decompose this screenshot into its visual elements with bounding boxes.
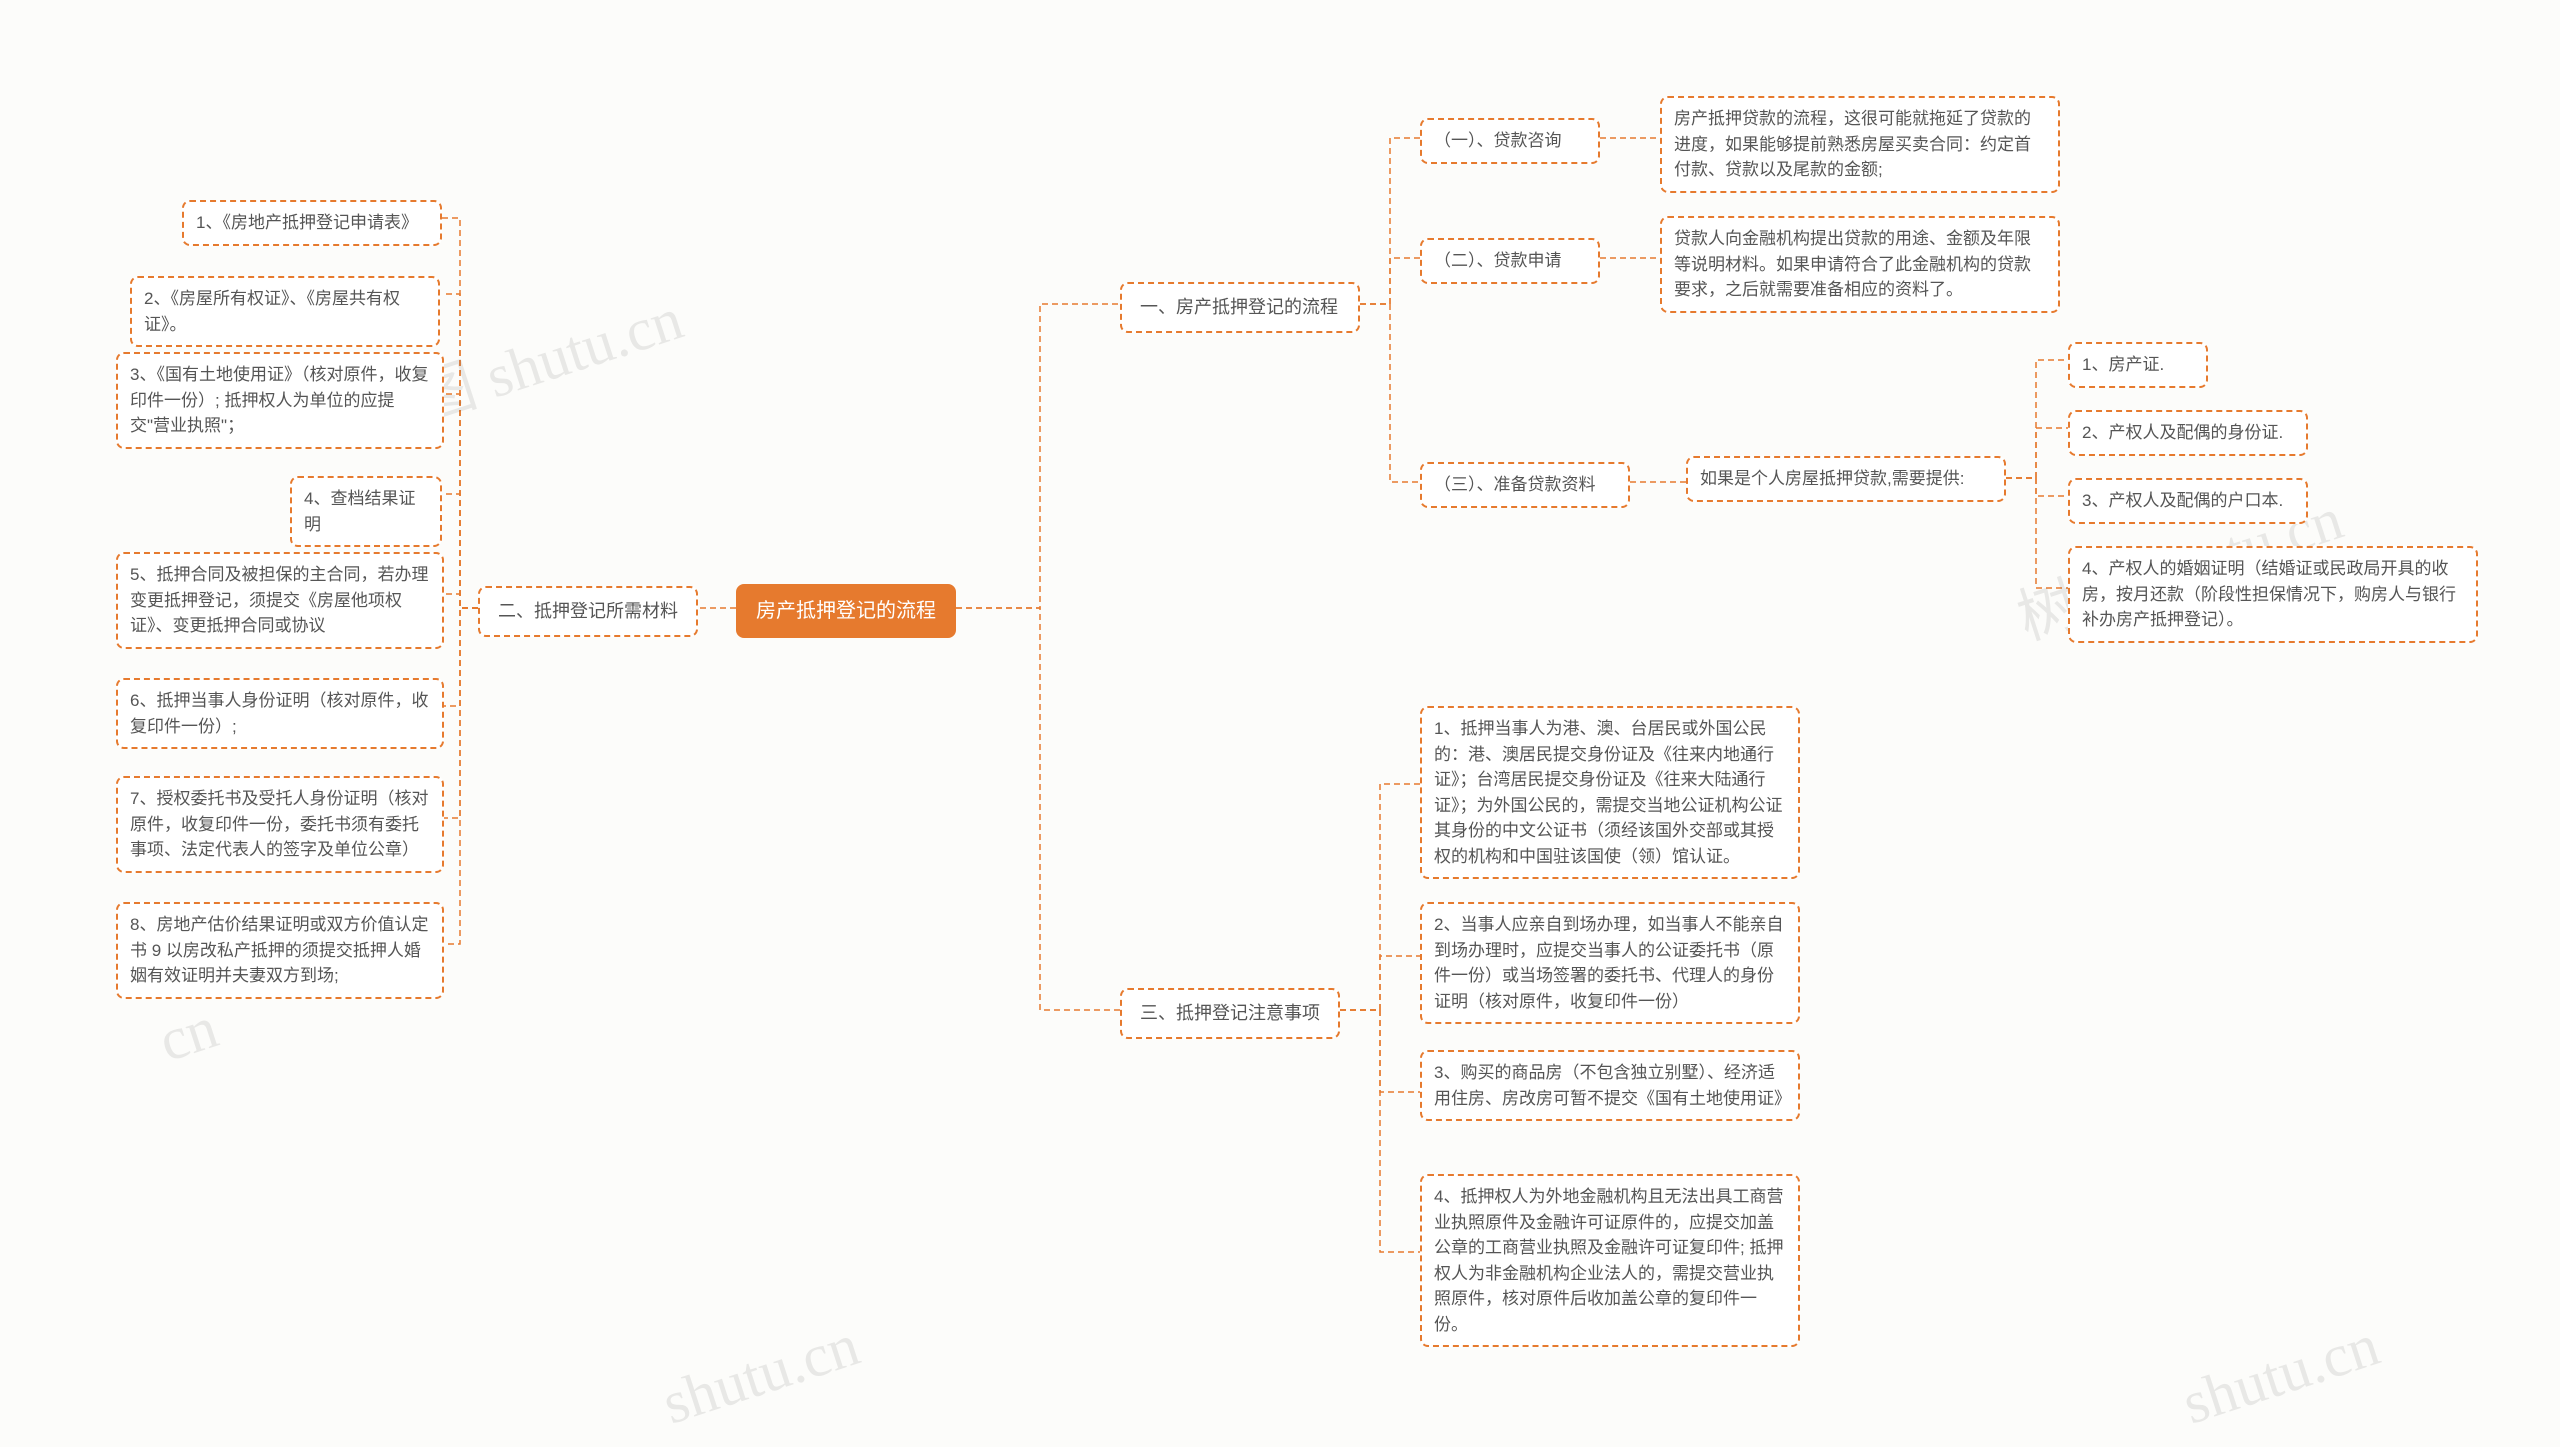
leaf-node[interactable]: （二）、贷款申请 <box>1420 238 1600 284</box>
branch-node[interactable]: 二、抵押登记所需材料 <box>478 586 698 637</box>
leaf-node[interactable]: 2、当事人应亲自到场办理，如当事人不能亲自到场办理时，应提交当事人的公证委托书（… <box>1420 902 1800 1024</box>
leaf-node[interactable]: 3、购买的商品房（不包含独立别墅）、经济适用住房、房改房可暂不提交《国有土地使用… <box>1420 1050 1800 1121</box>
branch-node[interactable]: 三、抵押登记注意事项 <box>1120 988 1340 1039</box>
leaf-node[interactable]: 7、授权委托书及受托人身份证明（核对原件，收复印件一份，委托书须有委托事项、法定… <box>116 776 444 873</box>
leaf-node[interactable]: 贷款人向金融机构提出贷款的用途、金额及年限等说明材料。如果申请符合了此金融机构的… <box>1660 216 2060 313</box>
watermark: shutu.cn <box>2174 1311 2387 1439</box>
leaf-node[interactable]: 6、抵押当事人身份证明（核对原件，收复印件一份）; <box>116 678 444 749</box>
leaf-node[interactable]: 1、房产证. <box>2068 342 2208 388</box>
leaf-node[interactable]: （三）、准备贷款资料 <box>1420 462 1630 508</box>
leaf-node[interactable]: （一）、贷款咨询 <box>1420 118 1600 164</box>
root-node[interactable]: 房产抵押登记的流程 <box>736 584 956 638</box>
leaf-node[interactable]: 4、抵押权人为外地金融机构且无法出具工商营业执照原件及金融许可证原件的，应提交加… <box>1420 1174 1800 1347</box>
leaf-node[interactable]: 2、产权人及配偶的身份证. <box>2068 410 2308 456</box>
branch-node[interactable]: 一、房产抵押登记的流程 <box>1120 282 1360 333</box>
leaf-node[interactable]: 5、抵押合同及被担保的主合同，若办理变更抵押登记，须提交《房屋他项权证》、变更抵… <box>116 552 444 649</box>
watermark: shutu.cn <box>654 1311 867 1439</box>
leaf-node[interactable]: 4、产权人的婚姻证明（结婚证或民政局开具的收房，按月还款（阶段性担保情况下，购房… <box>2068 546 2478 643</box>
leaf-node[interactable]: 如果是个人房屋抵押贷款,需要提供: <box>1686 456 2006 502</box>
leaf-node[interactable]: 房产抵押贷款的流程，这很可能就拖延了贷款的进度，如果能够提前熟悉房屋买卖合同：约… <box>1660 96 2060 193</box>
leaf-node[interactable]: 2、《房屋所有权证》、《房屋共有权证》。 <box>130 276 440 347</box>
leaf-node[interactable]: 4、查档结果证明 <box>290 476 442 547</box>
leaf-node[interactable]: 8、房地产估价结果证明或双方价值认定书 9 以房改私产抵押的须提交抵押人婚姻有效… <box>116 902 444 999</box>
leaf-node[interactable]: 3、产权人及配偶的户口本. <box>2068 478 2308 524</box>
watermark: cn <box>151 993 226 1076</box>
leaf-node[interactable]: 1、《房地产抵押登记申请表》 <box>182 200 442 246</box>
leaf-node[interactable]: 3、《国有土地使用证》（核对原件，收复印件一份）; 抵押权人为单位的应提交"营业… <box>116 352 444 449</box>
leaf-node[interactable]: 1、抵押当事人为港、澳、台居民或外国公民的：港、澳居民提交身份证及《往来内地通行… <box>1420 706 1800 879</box>
